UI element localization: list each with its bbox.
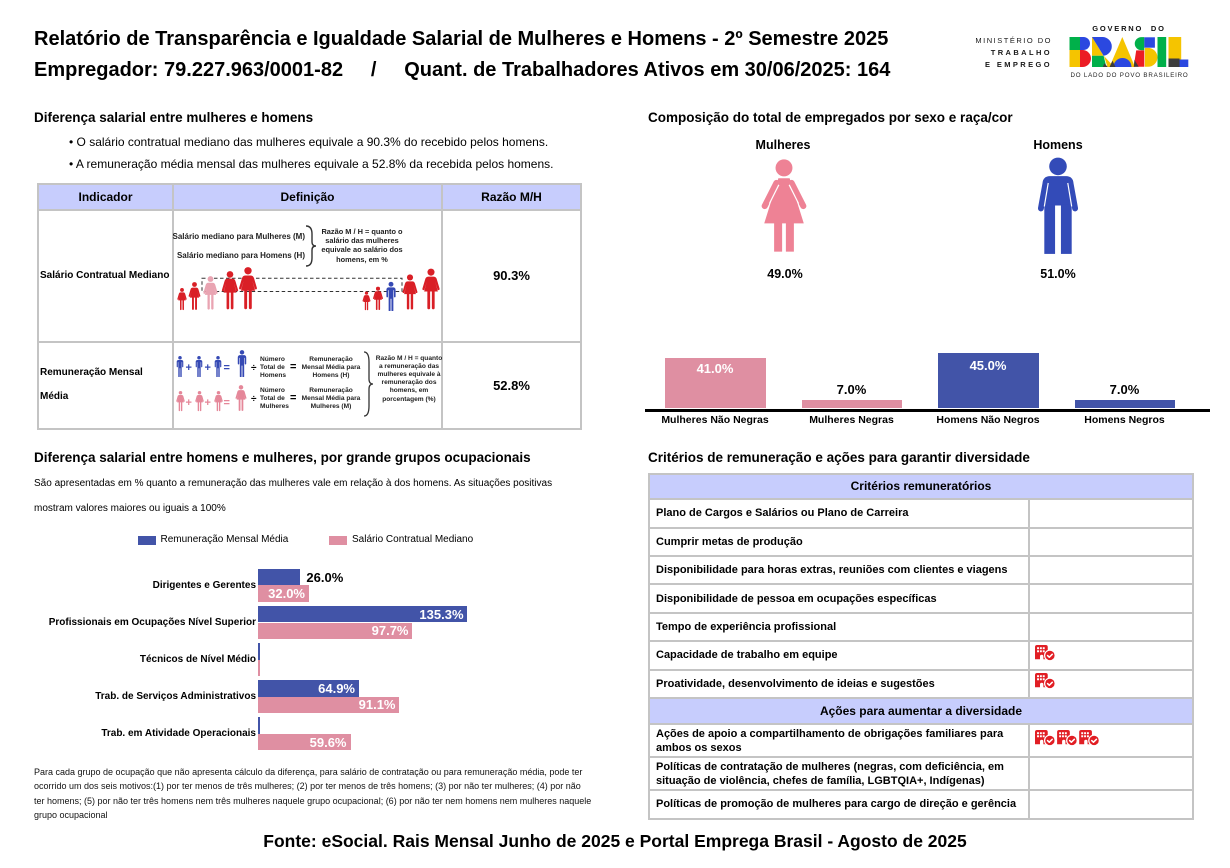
svg-text:=: = [224,397,230,409]
svg-text:+: + [205,397,211,409]
svg-text:=: = [224,362,230,374]
svg-text:+: + [186,397,192,409]
svg-text:+: + [205,362,211,374]
svg-text:+: + [186,362,192,374]
